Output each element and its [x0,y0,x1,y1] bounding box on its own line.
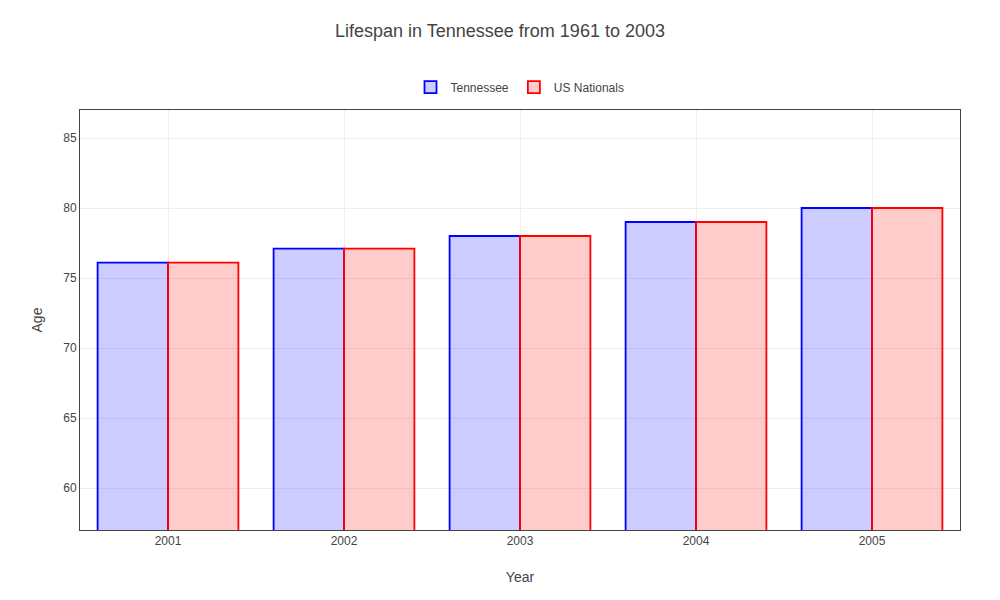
svg-text:2005: 2005 [859,534,886,548]
svg-text:Lifespan in Tennessee from 196: Lifespan in Tennessee from 1961 to 2003 [335,21,665,41]
svg-text:80: 80 [63,201,77,215]
svg-text:2002: 2002 [331,534,358,548]
svg-text:2004: 2004 [683,534,710,548]
svg-text:Age: Age [29,307,45,332]
svg-text:60: 60 [63,481,77,495]
svg-text:65: 65 [63,411,77,425]
svg-text:2001: 2001 [155,534,182,548]
svg-text:Tennessee: Tennessee [451,81,509,95]
svg-text:70: 70 [63,341,77,355]
svg-text:75: 75 [63,271,77,285]
svg-text:85: 85 [63,131,77,145]
svg-text:2003: 2003 [507,534,534,548]
svg-text:US Nationals: US Nationals [554,81,624,95]
svg-text:Year: Year [506,569,535,585]
